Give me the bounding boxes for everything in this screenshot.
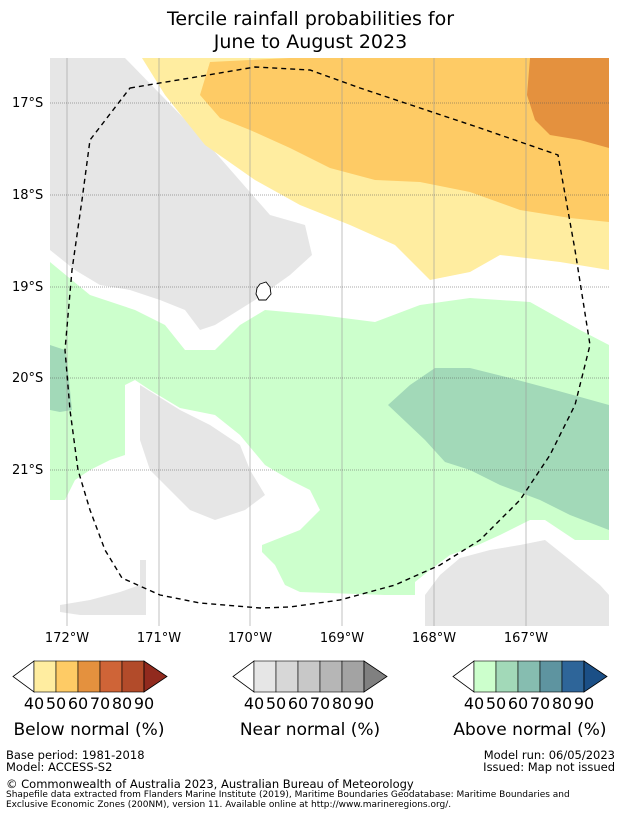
below-bin-5 [121, 660, 145, 693]
above-tick-60: 60 [507, 694, 529, 713]
below-bin-4 [99, 660, 123, 693]
above-bin-6 [583, 660, 608, 693]
near-normal-region-southwest [60, 560, 146, 615]
below-tick-40: 40 [23, 694, 45, 713]
model-name: Model: ACCESS-S2 [6, 760, 113, 774]
below-tick-80: 80 [111, 694, 133, 713]
base-period: Base period: 1981-2018 [6, 748, 145, 762]
below-tick-90: 90 [133, 694, 155, 713]
near-normal-label: Near normal (%) [239, 720, 381, 740]
lon-label-170w: 170°W [227, 631, 273, 646]
lon-label-168w: 168°W [411, 631, 457, 646]
near-tick-40: 40 [243, 694, 265, 713]
near-normal-region-central [140, 385, 265, 520]
below-bin-1 [33, 660, 57, 693]
below-bin-3 [77, 660, 101, 693]
shapefile-credit-line2: Exclusive Economic Zones (200NM), versio… [6, 800, 452, 810]
map-title-line2: June to August 2023 [213, 31, 408, 53]
lat-label-20s: 20°S [12, 371, 44, 386]
below-bin-2 [55, 660, 79, 693]
near-bin-0 [232, 660, 255, 693]
colorbar-below-normal [12, 660, 168, 693]
model-run: Model run: 06/05/2023 [483, 748, 615, 762]
above-tick-80: 80 [551, 694, 573, 713]
lon-label-172w: 172°W [44, 631, 90, 646]
near-bin-5 [341, 660, 365, 693]
lon-label-169w: 169°W [319, 631, 365, 646]
below-tick-50: 50 [45, 694, 67, 713]
above-tick-70: 70 [529, 694, 551, 713]
lat-label-19s: 19°S [12, 280, 44, 295]
near-normal-region-northwest [50, 58, 312, 330]
lat-label-21s: 21°S [12, 463, 44, 478]
above-bin-3 [517, 660, 541, 693]
above-normal-50-60-region-east [388, 368, 609, 530]
issued-status: Issued: Map not issued [483, 760, 615, 774]
below-normal-60-70-region [200, 58, 609, 222]
shapefile-credit-line1: Shapefile data extracted from Flanders M… [6, 790, 570, 800]
near-bin-2 [275, 660, 299, 693]
graticule [66, 58, 527, 626]
below-bin-6 [143, 660, 168, 693]
above-tick-40: 40 [463, 694, 485, 713]
above-bin-0 [452, 660, 475, 693]
near-bin-3 [297, 660, 321, 693]
map-title-line1: Tercile rainfall probabilities for [166, 8, 455, 30]
near-tick-90: 90 [353, 694, 375, 713]
near-tick-60: 60 [287, 694, 309, 713]
near-bin-4 [319, 660, 343, 693]
copyright: © Commonwealth of Australia 2023, Austra… [6, 777, 414, 791]
lon-label-171w: 171°W [136, 631, 182, 646]
below-tick-60: 60 [67, 694, 89, 713]
above-tick-90: 90 [573, 694, 595, 713]
lon-label-167w: 167°W [503, 631, 549, 646]
eez-boundary [64, 66, 591, 609]
above-bin-2 [495, 660, 519, 693]
below-tick-70: 70 [89, 694, 111, 713]
below-normal-label: Below normal (%) [13, 720, 165, 740]
near-bin-6 [363, 660, 388, 693]
above-normal-label: Above normal (%) [453, 720, 607, 740]
above-bin-5 [561, 660, 585, 693]
above-tick-50: 50 [485, 694, 507, 713]
lat-label-18s: 18°S [12, 188, 44, 203]
colorbar-near-normal [232, 660, 388, 693]
rainfall-probability-map [50, 58, 609, 626]
island-outline [255, 281, 272, 301]
near-normal-region-southeast [425, 540, 609, 626]
near-tick-50: 50 [265, 694, 287, 713]
above-bin-4 [539, 660, 563, 693]
near-tick-70: 70 [309, 694, 331, 713]
lat-label-17s: 17°S [12, 96, 44, 111]
below-bin-0 [12, 660, 35, 693]
near-bin-1 [253, 660, 277, 693]
colorbar-above-normal [452, 660, 608, 693]
above-normal-40-50-region [50, 262, 609, 595]
above-bin-1 [473, 660, 497, 693]
near-tick-80: 80 [331, 694, 353, 713]
